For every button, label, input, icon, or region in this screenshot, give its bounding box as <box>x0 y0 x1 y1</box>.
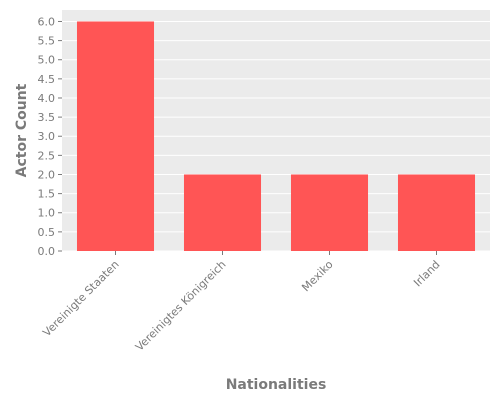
bar <box>183 174 262 251</box>
bar <box>290 174 369 251</box>
x-tick-label: Mexiko <box>299 258 335 294</box>
y-tick-label: 5.5 <box>38 35 56 48</box>
y-tick-label: 0.0 <box>38 245 56 258</box>
x-axis-ticks: Vereinigte Staaten Vereinigtes Königreich… <box>40 251 443 354</box>
x-tick-label: Vereinigte Staaten <box>40 258 121 339</box>
y-tick-label: 4.0 <box>38 92 56 105</box>
bars <box>76 21 476 251</box>
y-tick-label: 1.0 <box>38 207 56 220</box>
x-tick-label: Vereinigtes Königreich <box>133 258 229 354</box>
y-tick-label: 1.5 <box>38 188 56 201</box>
y-tick-label: 2.0 <box>38 168 56 181</box>
y-tick-label: 4.5 <box>38 73 56 86</box>
bar <box>76 21 155 251</box>
x-axis-title: Nationalities <box>226 377 327 393</box>
y-tick-label: 0.5 <box>38 226 56 239</box>
y-axis-title: Actor Count <box>14 83 30 177</box>
y-tick-label: 6.0 <box>38 15 56 28</box>
y-tick-label: 3.5 <box>38 111 56 124</box>
y-axis-ticks: 0.0 0.5 1.0 1.5 2.0 2.5 3.0 3.5 4.0 4.5 5.0 5.5 6.0 <box>38 15 62 258</box>
x-tick-label: Irland <box>411 258 442 289</box>
y-tick-label: 5.0 <box>38 54 56 67</box>
y-tick-label: 3.0 <box>38 130 56 143</box>
y-tick-label: 2.5 <box>38 149 56 162</box>
bar <box>397 174 476 251</box>
